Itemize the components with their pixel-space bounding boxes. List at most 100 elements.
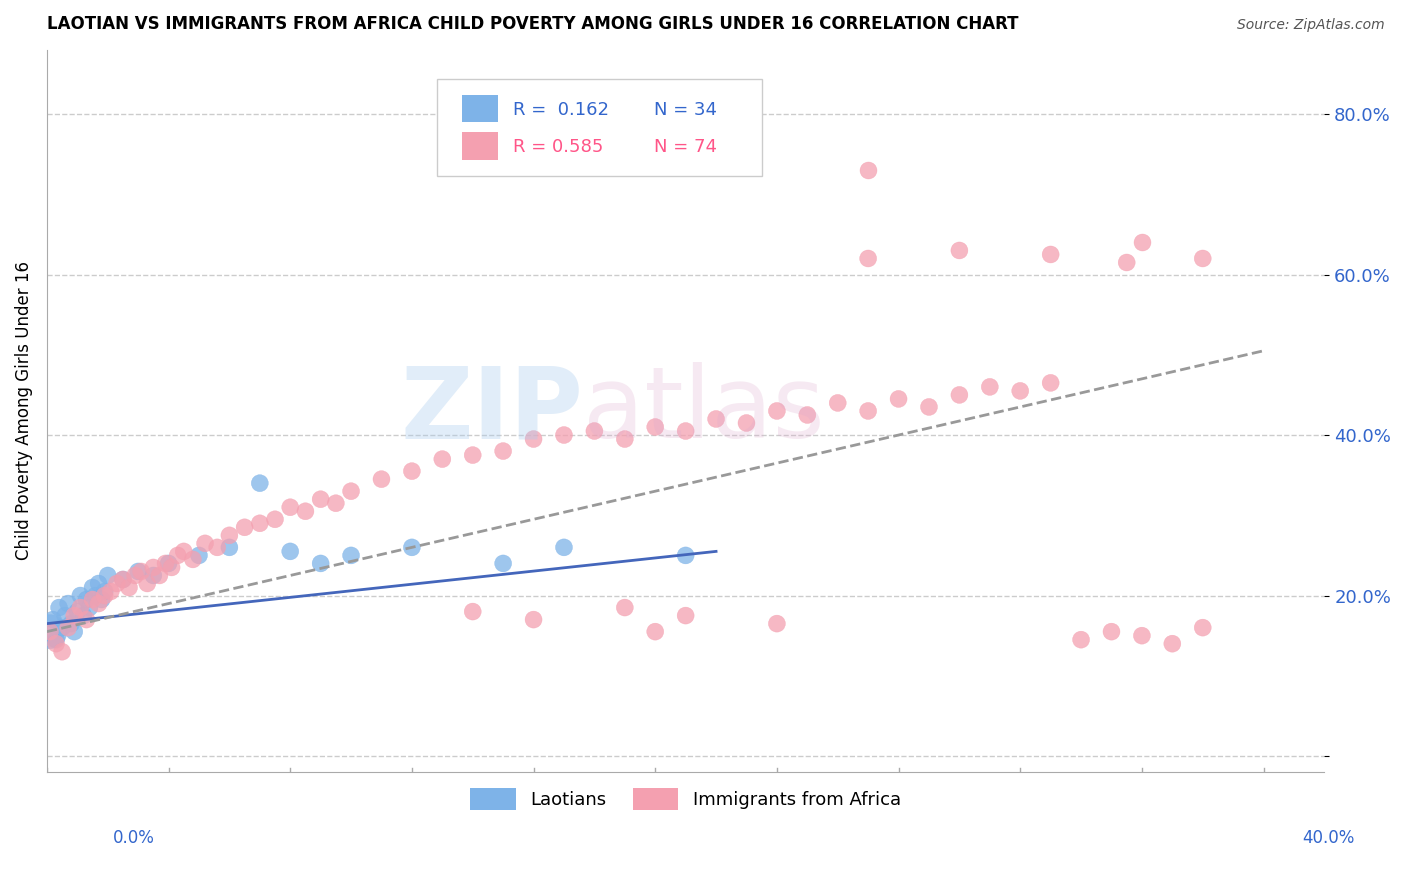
Point [181,552,204,566]
Point [553,541,575,555]
Point [309,557,332,571]
Point [87,597,110,611]
Point [166,549,188,563]
Legend: Laotians, Immigrants from Africa: Laotians, Immigrants from Africa [463,780,908,817]
Text: LAOTIAN VS IMMIGRANTS FROM AFRICA CHILD POVERTY AMONG GIRLS UNDER 16 CORRELATION: LAOTIAN VS IMMIGRANTS FROM AFRICA CHILD … [46,15,1018,33]
Point [675,608,697,623]
Point [93,584,115,599]
Text: N = 34: N = 34 [654,101,717,119]
Point [60,616,83,631]
Point [492,444,515,458]
Point [148,568,170,582]
Point [79,600,101,615]
Point [127,565,149,579]
Point [1115,255,1137,269]
Point [87,576,110,591]
Point [278,500,301,515]
Point [111,573,134,587]
Text: Source: ZipAtlas.com: Source: ZipAtlas.com [1237,18,1385,31]
Point [93,589,115,603]
Point [45,637,67,651]
Point [492,557,515,571]
Point [118,581,141,595]
Point [796,408,818,422]
Point [1070,632,1092,647]
Point [39,624,62,639]
Point [194,536,217,550]
Point [613,600,636,615]
Point [948,388,970,402]
Text: R = 0.585: R = 0.585 [513,138,603,156]
Point [644,420,666,434]
Point [401,541,423,555]
Point [278,544,301,558]
Point [155,557,177,571]
Point [675,549,697,563]
Text: N = 74: N = 74 [654,138,717,156]
Point [249,516,271,531]
Point [100,584,122,599]
Point [1130,235,1153,250]
Point [1039,376,1062,390]
Point [51,645,73,659]
Point [111,573,134,587]
Point [53,608,76,623]
Text: R =  0.162: R = 0.162 [513,101,609,119]
Point [45,632,67,647]
Point [249,476,271,491]
Text: 40.0%: 40.0% [1302,829,1355,847]
Text: 0.0%: 0.0% [112,829,155,847]
Point [63,608,86,623]
Point [432,452,454,467]
Point [90,592,112,607]
Point [340,549,363,563]
Point [39,624,62,639]
Point [553,428,575,442]
Point [142,560,165,574]
Point [461,605,484,619]
Point [644,624,666,639]
Point [63,624,86,639]
Point [1191,252,1213,266]
Point [887,392,910,406]
Bar [463,95,498,122]
Point [105,576,128,591]
Point [51,621,73,635]
Point [75,613,97,627]
Point [704,412,727,426]
Point [56,597,79,611]
Point [142,568,165,582]
Y-axis label: Child Poverty Among Girls Under 16: Child Poverty Among Girls Under 16 [15,261,32,560]
Point [1010,384,1032,398]
Point [675,424,697,438]
Point [1191,621,1213,635]
Point [75,592,97,607]
Point [340,484,363,499]
Point [97,568,120,582]
Point [129,565,152,579]
Point [309,492,332,507]
Point [856,252,879,266]
Point [461,448,484,462]
Point [124,568,146,582]
Point [979,380,1001,394]
Point [766,616,789,631]
Point [856,163,879,178]
Point [56,621,79,635]
Point [173,544,195,558]
Point [42,613,65,627]
Point [294,504,316,518]
Point [827,396,849,410]
FancyBboxPatch shape [436,78,762,177]
Point [82,592,104,607]
Point [48,600,70,615]
Point [856,404,879,418]
Point [613,432,636,446]
Point [401,464,423,478]
Point [160,560,183,574]
Point [69,589,91,603]
Point [205,541,228,555]
Point [918,400,941,414]
Point [583,424,606,438]
Point [233,520,256,534]
